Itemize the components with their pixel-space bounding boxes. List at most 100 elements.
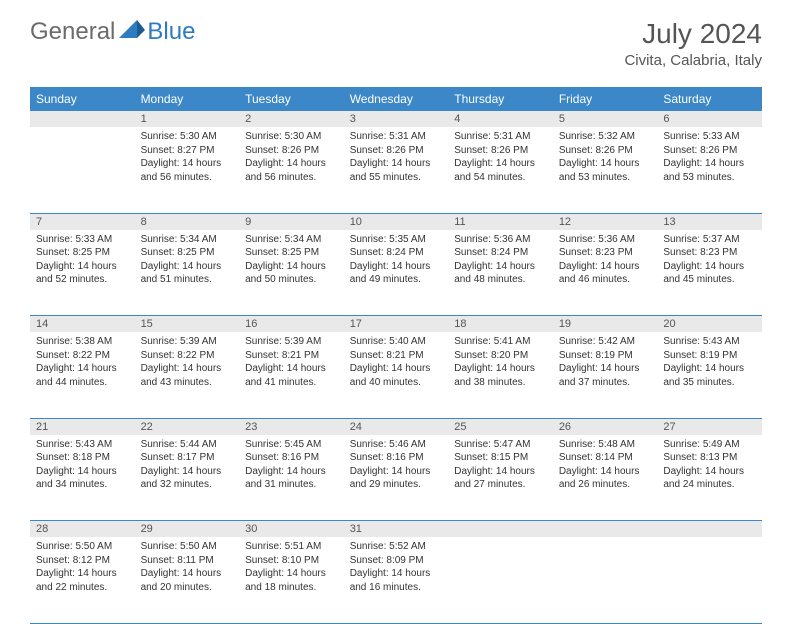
sunrise-line: Sunrise: 5:52 AM bbox=[350, 540, 443, 554]
daylight-line: Daylight: 14 hours and 53 minutes. bbox=[559, 157, 652, 184]
sunset-line: Sunset: 8:23 PM bbox=[663, 246, 756, 260]
day-cell bbox=[657, 537, 762, 623]
sunrise-line: Sunrise: 5:43 AM bbox=[663, 335, 756, 349]
day-number-row: 21222324252627 bbox=[30, 418, 762, 435]
sunrise-line: Sunrise: 5:38 AM bbox=[36, 335, 129, 349]
sunset-line: Sunset: 8:23 PM bbox=[559, 246, 652, 260]
sunrise-line: Sunrise: 5:36 AM bbox=[559, 233, 652, 247]
day-cell: Sunrise: 5:48 AMSunset: 8:14 PMDaylight:… bbox=[553, 435, 658, 521]
sunset-line: Sunset: 8:14 PM bbox=[559, 451, 652, 465]
weekday-header: Thursday bbox=[448, 87, 553, 111]
sunset-line: Sunset: 8:24 PM bbox=[350, 246, 443, 260]
day-cell: Sunrise: 5:31 AMSunset: 8:26 PMDaylight:… bbox=[448, 127, 553, 213]
day-number: 12 bbox=[553, 213, 658, 230]
weekday-header: Tuesday bbox=[239, 87, 344, 111]
day-cell: Sunrise: 5:37 AMSunset: 8:23 PMDaylight:… bbox=[657, 230, 762, 316]
day-number: 2 bbox=[239, 111, 344, 127]
sunset-line: Sunset: 8:21 PM bbox=[245, 349, 338, 363]
calendar-table: Sunday Monday Tuesday Wednesday Thursday… bbox=[30, 87, 762, 624]
day-data-row: Sunrise: 5:43 AMSunset: 8:18 PMDaylight:… bbox=[30, 435, 762, 521]
sunset-line: Sunset: 8:27 PM bbox=[141, 144, 234, 158]
day-cell: Sunrise: 5:36 AMSunset: 8:23 PMDaylight:… bbox=[553, 230, 658, 316]
sunrise-line: Sunrise: 5:44 AM bbox=[141, 438, 234, 452]
sunset-line: Sunset: 8:26 PM bbox=[559, 144, 652, 158]
sunset-line: Sunset: 8:19 PM bbox=[663, 349, 756, 363]
day-number: 6 bbox=[657, 111, 762, 127]
daylight-line: Daylight: 14 hours and 56 minutes. bbox=[141, 157, 234, 184]
daylight-line: Daylight: 14 hours and 41 minutes. bbox=[245, 362, 338, 389]
sunset-line: Sunset: 8:17 PM bbox=[141, 451, 234, 465]
sunset-line: Sunset: 8:26 PM bbox=[663, 144, 756, 158]
day-number: 9 bbox=[239, 213, 344, 230]
brand-triangle-icon bbox=[119, 20, 145, 45]
weekday-header-row: Sunday Monday Tuesday Wednesday Thursday… bbox=[30, 87, 762, 111]
sunset-line: Sunset: 8:24 PM bbox=[454, 246, 547, 260]
sunset-line: Sunset: 8:16 PM bbox=[245, 451, 338, 465]
sunset-line: Sunset: 8:22 PM bbox=[141, 349, 234, 363]
day-cell: Sunrise: 5:43 AMSunset: 8:19 PMDaylight:… bbox=[657, 332, 762, 418]
day-cell: Sunrise: 5:39 AMSunset: 8:21 PMDaylight:… bbox=[239, 332, 344, 418]
brand-part2: Blue bbox=[147, 18, 195, 46]
sunset-line: Sunset: 8:11 PM bbox=[141, 554, 234, 568]
sunrise-line: Sunrise: 5:37 AM bbox=[663, 233, 756, 247]
daylight-line: Daylight: 14 hours and 55 minutes. bbox=[350, 157, 443, 184]
day-cell: Sunrise: 5:31 AMSunset: 8:26 PMDaylight:… bbox=[344, 127, 449, 213]
sunset-line: Sunset: 8:25 PM bbox=[245, 246, 338, 260]
day-number: 15 bbox=[135, 316, 240, 333]
day-number: 26 bbox=[553, 418, 658, 435]
daylight-line: Daylight: 14 hours and 44 minutes. bbox=[36, 362, 129, 389]
day-cell: Sunrise: 5:43 AMSunset: 8:18 PMDaylight:… bbox=[30, 435, 135, 521]
sunrise-line: Sunrise: 5:39 AM bbox=[141, 335, 234, 349]
day-cell bbox=[30, 127, 135, 213]
day-number: 28 bbox=[30, 521, 135, 538]
weekday-header: Monday bbox=[135, 87, 240, 111]
daylight-line: Daylight: 14 hours and 45 minutes. bbox=[663, 260, 756, 287]
sunrise-line: Sunrise: 5:40 AM bbox=[350, 335, 443, 349]
sunrise-line: Sunrise: 5:36 AM bbox=[454, 233, 547, 247]
day-cell: Sunrise: 5:32 AMSunset: 8:26 PMDaylight:… bbox=[553, 127, 658, 213]
sunrise-line: Sunrise: 5:34 AM bbox=[245, 233, 338, 247]
daylight-line: Daylight: 14 hours and 52 minutes. bbox=[36, 260, 129, 287]
sunrise-line: Sunrise: 5:32 AM bbox=[559, 130, 652, 144]
day-number-row: 28293031 bbox=[30, 521, 762, 538]
daylight-line: Daylight: 14 hours and 31 minutes. bbox=[245, 465, 338, 492]
sunrise-line: Sunrise: 5:34 AM bbox=[141, 233, 234, 247]
day-cell: Sunrise: 5:40 AMSunset: 8:21 PMDaylight:… bbox=[344, 332, 449, 418]
day-number: 20 bbox=[657, 316, 762, 333]
daylight-line: Daylight: 14 hours and 43 minutes. bbox=[141, 362, 234, 389]
location: Civita, Calabria, Italy bbox=[624, 52, 762, 69]
sunset-line: Sunset: 8:10 PM bbox=[245, 554, 338, 568]
day-data-row: Sunrise: 5:38 AMSunset: 8:22 PMDaylight:… bbox=[30, 332, 762, 418]
day-cell: Sunrise: 5:52 AMSunset: 8:09 PMDaylight:… bbox=[344, 537, 449, 623]
daylight-line: Daylight: 14 hours and 27 minutes. bbox=[454, 465, 547, 492]
daylight-line: Daylight: 14 hours and 51 minutes. bbox=[141, 260, 234, 287]
sunset-line: Sunset: 8:09 PM bbox=[350, 554, 443, 568]
day-cell: Sunrise: 5:38 AMSunset: 8:22 PMDaylight:… bbox=[30, 332, 135, 418]
day-data-row: Sunrise: 5:50 AMSunset: 8:12 PMDaylight:… bbox=[30, 537, 762, 623]
sunrise-line: Sunrise: 5:30 AM bbox=[141, 130, 234, 144]
brand-logo: General Blue bbox=[30, 18, 195, 46]
day-number: 21 bbox=[30, 418, 135, 435]
day-number: 22 bbox=[135, 418, 240, 435]
day-number bbox=[448, 521, 553, 538]
sunrise-line: Sunrise: 5:43 AM bbox=[36, 438, 129, 452]
daylight-line: Daylight: 14 hours and 46 minutes. bbox=[559, 260, 652, 287]
day-cell: Sunrise: 5:36 AMSunset: 8:24 PMDaylight:… bbox=[448, 230, 553, 316]
day-cell: Sunrise: 5:41 AMSunset: 8:20 PMDaylight:… bbox=[448, 332, 553, 418]
day-number-row: 123456 bbox=[30, 111, 762, 127]
sunrise-line: Sunrise: 5:51 AM bbox=[245, 540, 338, 554]
daylight-line: Daylight: 14 hours and 20 minutes. bbox=[141, 567, 234, 594]
day-cell: Sunrise: 5:39 AMSunset: 8:22 PMDaylight:… bbox=[135, 332, 240, 418]
title-block: July 2024 Civita, Calabria, Italy bbox=[624, 18, 762, 69]
sunrise-line: Sunrise: 5:30 AM bbox=[245, 130, 338, 144]
day-number: 3 bbox=[344, 111, 449, 127]
day-number: 30 bbox=[239, 521, 344, 538]
day-number: 7 bbox=[30, 213, 135, 230]
daylight-line: Daylight: 14 hours and 54 minutes. bbox=[454, 157, 547, 184]
sunrise-line: Sunrise: 5:45 AM bbox=[245, 438, 338, 452]
daylight-line: Daylight: 14 hours and 56 minutes. bbox=[245, 157, 338, 184]
day-number: 24 bbox=[344, 418, 449, 435]
day-number: 18 bbox=[448, 316, 553, 333]
day-cell bbox=[553, 537, 658, 623]
sunrise-line: Sunrise: 5:41 AM bbox=[454, 335, 547, 349]
